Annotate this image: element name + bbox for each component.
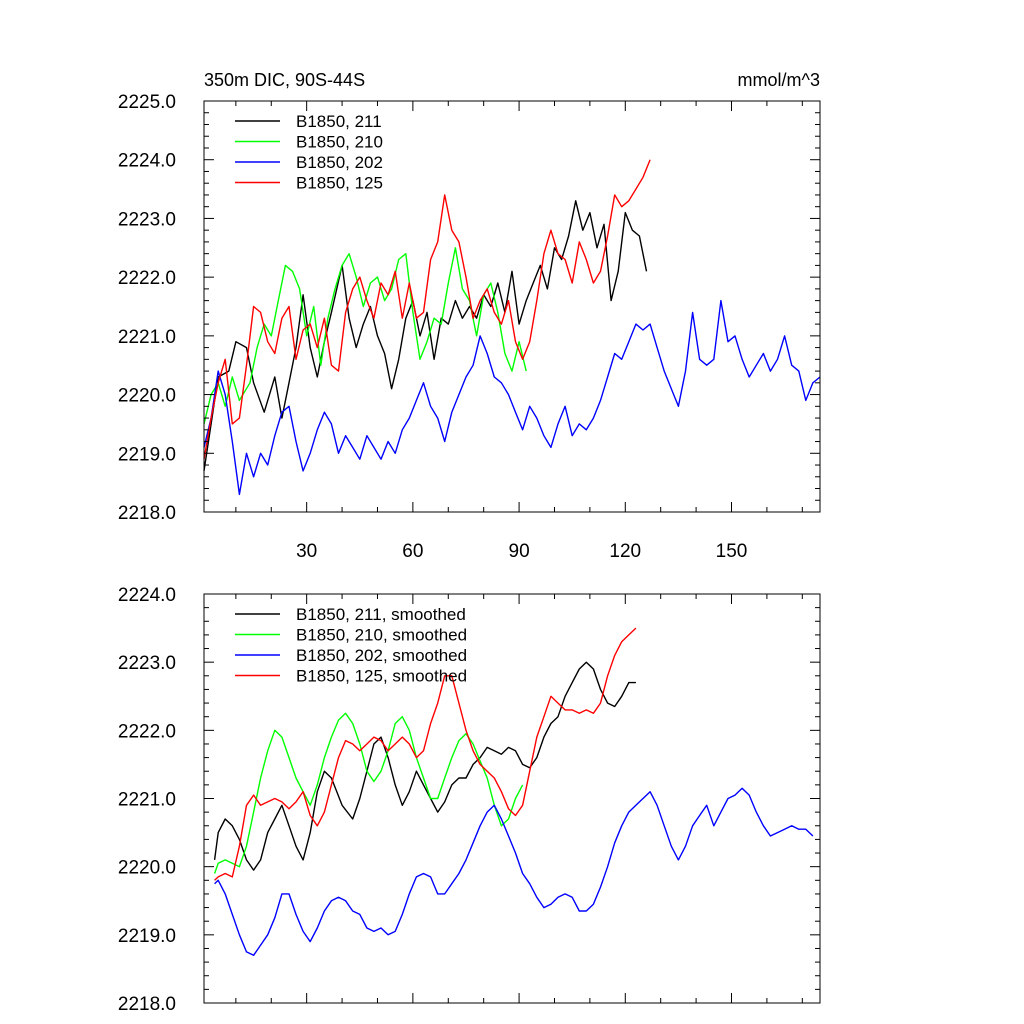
top-y-tick-label: 2222.0 [118,268,176,289]
top-y-tick-label: 2218.0 [118,503,176,524]
bottom-legend-label: B1850, 125, smoothed [296,667,467,686]
bottom-panel: 2218.0 2219.0 2220.0 2221.0 2222.0 2223.0 2224… [118,585,821,1015]
top-legend-label: B1850, 211 [296,112,382,131]
bottom-y-tick-label: 2221.0 [118,790,176,811]
top-panel-units: mmol/m^3 [738,70,820,90]
bottom-series-line-b1850-211-smoothed [213,661,636,871]
bottom-series-line-b1850-125-smoothed [214,627,637,881]
top-panel: 350m DIC, 90S-44S mmol/m^3 2218.0 2219.0 2… [118,70,821,562]
bottom-y-tick-label: 2220.0 [118,858,176,879]
top-x-tick-label: 120 [609,541,641,562]
bottom-y-tick-label: 2223.0 [118,653,176,674]
top-legend-label: B1850, 210 [296,133,383,152]
top-legend-label: B1850, 125 [296,174,383,193]
top-y-tick-label: 2219.0 [118,444,176,465]
bottom-y-tick-label: 2218.0 [118,994,176,1015]
bottom-y-tick-label: 2222.0 [118,721,176,742]
bottom-y-tick-label: 2224.0 [118,585,176,606]
top-y-tick-label: 2221.0 [118,327,176,348]
top-x-tick-label: 150 [716,541,748,562]
bottom-series-line-b1850-202-smoothed [214,787,814,956]
top-y-tick-label: 2220.0 [118,386,176,407]
bottom-series-line-b1850-210-smoothed [213,712,524,874]
top-y-tick-label: 2224.0 [118,151,176,172]
top-legend-label: B1850, 202 [296,153,383,172]
bottom-legend-label: B1850, 210, smoothed [296,626,467,645]
top-y-tick-label: 2225.0 [118,92,176,113]
top-series-line-b1850-125 [203,159,651,460]
bottom-legend-label: B1850, 211, smoothed [296,605,466,624]
bottom-y-tick-label: 2219.0 [118,926,176,947]
bottom-legend-label: B1850, 202, smoothed [296,646,467,665]
top-x-tick-label: 60 [402,541,423,562]
top-plot-frame [203,100,821,513]
top-series-line-b1850-202 [203,299,821,496]
top-panel-title: 350m DIC, 90S-44S [204,70,365,90]
top-y-tick-label: 2223.0 [118,209,176,230]
top-x-tick-label: 90 [509,541,530,562]
top-x-tick-label: 30 [296,541,317,562]
